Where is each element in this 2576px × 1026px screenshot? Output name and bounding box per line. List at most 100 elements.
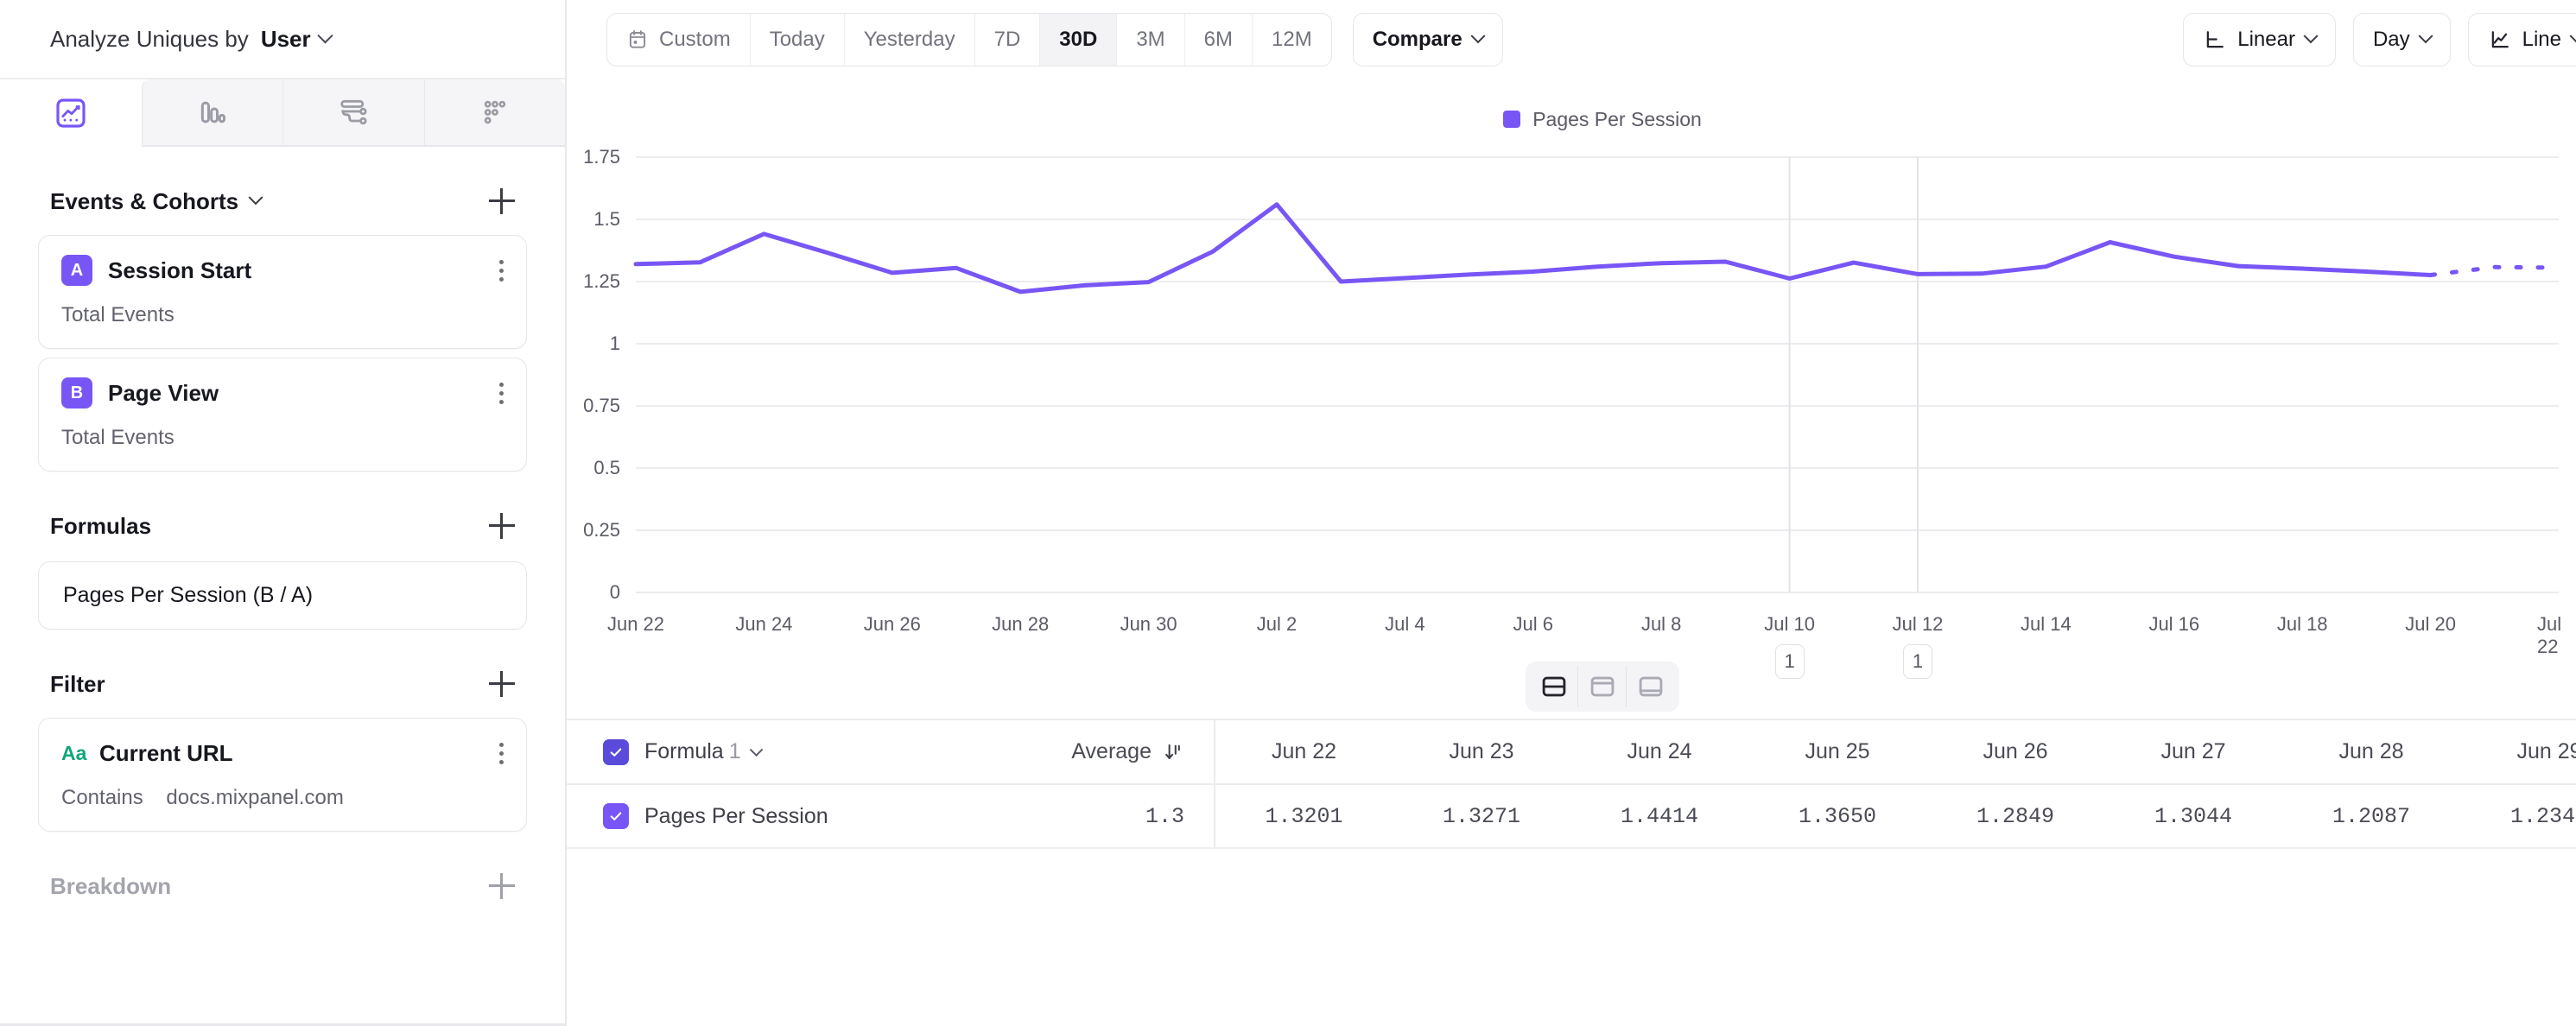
chart-view-icon	[1590, 676, 1614, 697]
event-measure[interactable]: Total Events	[61, 426, 174, 449]
table-header-average[interactable]: Average	[1050, 720, 1215, 784]
formula-item[interactable]: Pages Per Session (B / A)	[38, 561, 527, 630]
layout-split-view-button[interactable]	[1530, 666, 1578, 707]
event-options-icon[interactable]	[498, 382, 504, 404]
date-range-segmented-control: Custom Today Yesterday 7D 30D 3M 6M 12M	[606, 13, 1332, 66]
filter-condition[interactable]: Contains docs.mixpanel.com	[61, 786, 504, 810]
average-header-inner: Average	[1050, 739, 1184, 764]
table-cell-value: 1.2346	[2509, 803, 2576, 829]
table-header-row: Formula 1 Average	[567, 720, 2576, 784]
table-body: Pages Per Session 1.3 1.3201 1.3271 1.44…	[567, 784, 2576, 848]
chart-type-label: Line	[2522, 28, 2561, 51]
event-badge: B	[61, 377, 92, 408]
chart-container: Pages Per Session 0 0.25 0.5 0.75 1 1.25 1.5 1.…	[567, 79, 2576, 719]
line-chart-icon	[2491, 31, 2509, 48]
tab-insights[interactable]	[0, 79, 142, 147]
sort-descending-icon	[1165, 744, 1180, 759]
x-axis-tick: Jul 14	[2021, 613, 2072, 635]
filter-card-current-url[interactable]: Aa Current URL Contains docs.mixpanel.co…	[38, 718, 527, 832]
add-event-button[interactable]	[489, 188, 515, 214]
date-range-yesterday[interactable]: Yesterday	[843, 14, 974, 66]
table-cell-value: 1.3650	[1798, 803, 1876, 829]
event-card-row: B Page View	[61, 377, 504, 408]
chevron-down-icon[interactable]	[316, 27, 333, 43]
annotation-marker[interactable]: 1	[1774, 644, 1805, 679]
average-header-label: Average	[1071, 739, 1152, 763]
x-axis-tick: Jun 22	[606, 613, 665, 635]
x-axis-tick: Jun 24	[735, 613, 793, 635]
date-range-30d[interactable]: 30D	[1039, 14, 1117, 66]
tab-funnels[interactable]	[141, 79, 282, 147]
filter-options-icon[interactable]	[498, 742, 504, 764]
compare-button[interactable]: Compare	[1352, 13, 1503, 66]
date-range-6m[interactable]: 6M	[1183, 14, 1252, 66]
x-axis-tick: Jul 10	[1764, 613, 1815, 635]
event-measure[interactable]: Total Events	[61, 303, 174, 326]
legend-label[interactable]: Pages Per Session	[1532, 107, 1702, 130]
y-axis-tick: 1	[609, 332, 620, 354]
linear-scale-icon	[2206, 31, 2224, 48]
x-axis-tick: Jul 8	[1640, 613, 1682, 635]
event-card-page-view[interactable]: B Page View Total Events	[38, 358, 527, 472]
filter-title: Filter	[50, 670, 105, 697]
x-axis-tick: Jul 20	[2405, 613, 2456, 635]
table-header-date[interactable]: Jun 29	[2516, 739, 2576, 763]
layout-chart-view-button[interactable]	[1578, 666, 1627, 707]
table-header-date[interactable]: Jun 27	[2160, 739, 2226, 763]
table-cell-value: 1.4414	[1620, 803, 1698, 829]
chevron-down-icon[interactable]	[248, 190, 263, 206]
table-row[interactable]: Pages Per Session 1.3 1.3201 1.3271 1.44…	[567, 784, 2576, 848]
analyze-unit-value[interactable]: User	[260, 25, 311, 52]
table-header-date[interactable]: Jun 25	[1805, 739, 1870, 763]
date-range-today[interactable]: Today	[749, 14, 844, 66]
table-header-date[interactable]: Jun 26	[1983, 739, 2048, 763]
table-cell-value: 1.2087	[2332, 803, 2410, 829]
event-card-session-start[interactable]: A Session Start Total Events	[38, 235, 527, 349]
x-axis-tick: Jul 2	[1256, 613, 1298, 635]
annotation-marker[interactable]: 1	[1903, 644, 1932, 679]
table-header-date[interactable]: Jun 22	[1271, 739, 1337, 763]
add-filter-button[interactable]	[489, 671, 515, 697]
date-range-12m[interactable]: 12M	[1252, 14, 1331, 66]
interval-label: Day	[2372, 28, 2410, 51]
table-cell-value: 1.3201	[1265, 803, 1343, 829]
add-breakdown-button[interactable]	[489, 873, 515, 899]
interval-button[interactable]: Day	[2352, 13, 2451, 66]
scale-type-button[interactable]: Linear	[2183, 13, 2336, 66]
events-cohorts-title: Events & Cohorts	[50, 187, 239, 214]
y-axis-tick: 1.25	[583, 270, 620, 292]
add-formula-button[interactable]	[489, 513, 515, 539]
event-options-icon[interactable]	[498, 259, 504, 282]
chart-plot-area[interactable]: 0 0.25 0.5 0.75 1 1.25 1.5 1.75 Jun 22 Jun 24 Jun…	[567, 145, 2576, 679]
chevron-down-icon[interactable]	[749, 743, 763, 757]
text-property-icon: Aa	[61, 741, 87, 764]
date-range-3m[interactable]: 3M	[1116, 14, 1183, 66]
x-axis-tick: Jul 16	[2148, 613, 2200, 635]
table-header-date[interactable]: Jun 28	[2338, 739, 2404, 763]
table-header-formula: Formula 1	[567, 720, 1050, 784]
breakdown-title: Breakdown	[50, 872, 172, 899]
date-range-custom[interactable]: Custom	[607, 14, 750, 66]
x-axis-tick: Jun 28	[992, 613, 1050, 635]
table-cell-series-label: Pages Per Session	[567, 784, 1050, 848]
chart-type-button[interactable]: Line	[2467, 13, 2576, 66]
layout-table-view-button[interactable]	[1627, 666, 1675, 707]
table-header-date[interactable]: Jun 23	[1449, 739, 1514, 763]
table-header-date[interactable]: Jun 24	[1627, 739, 1692, 763]
y-axis-tick: 0	[609, 581, 620, 603]
tab-flows[interactable]	[282, 79, 424, 147]
tab-retention[interactable]	[423, 79, 565, 147]
x-axis-tick: Jul 6	[1513, 613, 1554, 635]
data-table: Formula 1 Average	[567, 720, 2576, 849]
legend-color-swatch	[1503, 111, 1521, 128]
filter-operator: Contains	[61, 786, 143, 809]
date-range-7d[interactable]: 7D	[974, 14, 1040, 66]
analyze-header: Analyze Uniques by User	[0, 0, 565, 79]
filter-card-row: Aa Current URL	[61, 738, 504, 769]
chevron-down-icon	[1470, 28, 1486, 44]
sidebar-divider	[0, 1023, 567, 1026]
x-axis-tick: Jul 12	[1892, 613, 1944, 635]
layout-toggle-group	[1526, 662, 1679, 712]
series-visibility-checkbox[interactable]	[603, 803, 629, 829]
select-all-checkbox[interactable]	[603, 738, 629, 765]
